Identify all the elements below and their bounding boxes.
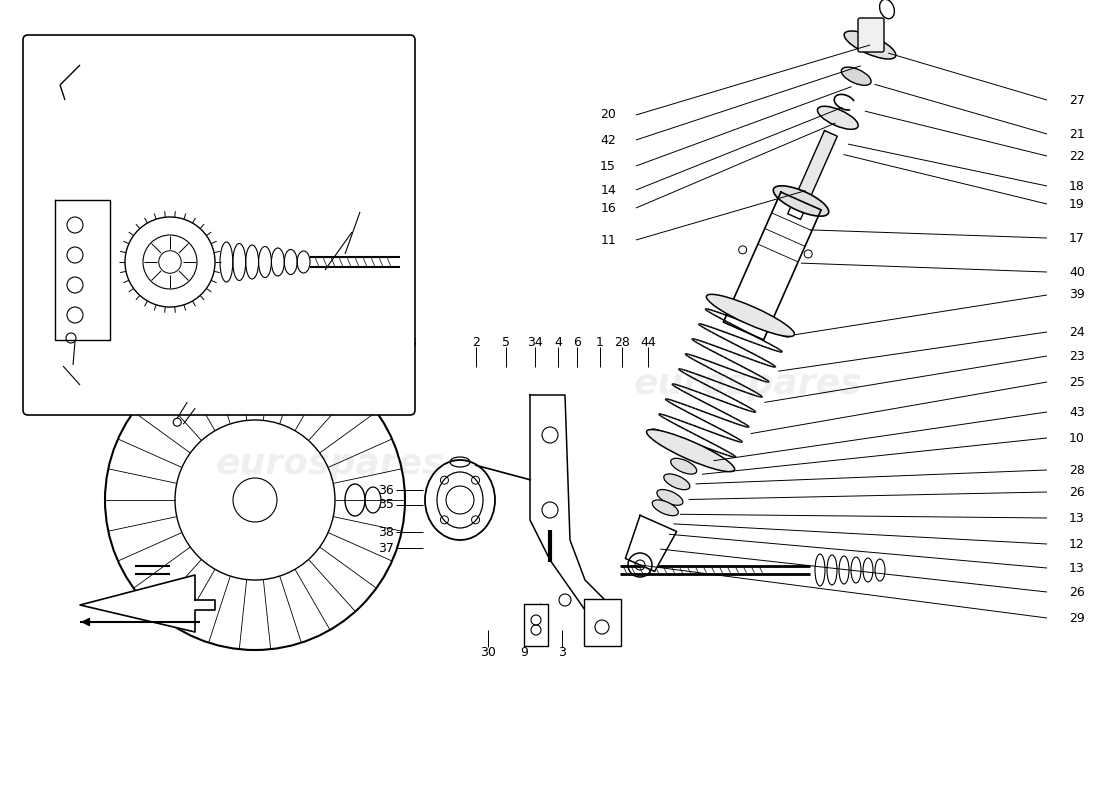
Text: 15: 15 (601, 159, 616, 173)
Text: 27: 27 (1069, 94, 1085, 106)
Text: 43: 43 (1069, 406, 1085, 418)
Text: 26: 26 (1069, 486, 1085, 498)
Ellipse shape (842, 67, 871, 86)
FancyBboxPatch shape (524, 604, 548, 646)
Polygon shape (55, 200, 110, 340)
Text: 13: 13 (1069, 511, 1085, 525)
Text: 2: 2 (472, 335, 480, 349)
Text: 18: 18 (1069, 179, 1085, 193)
Text: 30: 30 (69, 386, 85, 398)
Text: 21: 21 (1069, 127, 1085, 141)
Text: 19: 19 (1069, 198, 1085, 210)
Text: 37: 37 (378, 542, 394, 554)
Ellipse shape (817, 106, 858, 130)
Polygon shape (530, 395, 620, 630)
Text: 33: 33 (108, 335, 124, 349)
Text: 34: 34 (527, 335, 543, 349)
Text: 23: 23 (1069, 350, 1085, 362)
Text: 35: 35 (378, 498, 394, 511)
Text: 31: 31 (302, 335, 318, 349)
Text: 32: 32 (90, 335, 106, 349)
Text: 10: 10 (1069, 431, 1085, 445)
FancyBboxPatch shape (23, 35, 415, 415)
Text: 26: 26 (1069, 586, 1085, 598)
Text: 40: 40 (1069, 266, 1085, 278)
Text: 3: 3 (558, 646, 565, 658)
Text: Old solution: Old solution (164, 398, 266, 414)
Text: 42: 42 (601, 134, 616, 146)
Text: 28: 28 (614, 335, 630, 349)
Text: 12: 12 (1069, 538, 1085, 550)
Text: 44: 44 (640, 335, 656, 349)
Text: 4: 4 (554, 335, 562, 349)
Text: 8: 8 (408, 335, 416, 349)
FancyBboxPatch shape (858, 18, 884, 52)
Text: 14: 14 (601, 183, 616, 197)
Ellipse shape (647, 430, 735, 472)
Text: eurospares: eurospares (634, 367, 862, 401)
Ellipse shape (671, 458, 696, 474)
Polygon shape (626, 515, 676, 571)
Text: 45: 45 (532, 618, 548, 631)
Text: 25: 25 (1069, 375, 1085, 389)
Polygon shape (724, 192, 821, 340)
Text: 29: 29 (1069, 611, 1085, 625)
Ellipse shape (663, 474, 690, 490)
Text: 36: 36 (378, 483, 394, 497)
Text: Soluzione superata: Soluzione superata (132, 381, 297, 395)
Ellipse shape (657, 490, 683, 506)
Ellipse shape (706, 294, 794, 337)
Text: 7: 7 (386, 335, 394, 349)
Text: 41: 41 (368, 198, 384, 211)
Text: 13: 13 (1069, 562, 1085, 574)
Text: 24: 24 (1069, 326, 1085, 338)
Text: 22: 22 (1069, 150, 1085, 162)
Ellipse shape (773, 186, 828, 216)
Text: 17: 17 (1069, 231, 1085, 245)
Text: 38: 38 (378, 526, 394, 538)
Text: 5: 5 (502, 335, 510, 349)
Text: 29: 29 (358, 222, 374, 235)
Text: 30: 30 (480, 646, 496, 658)
Ellipse shape (844, 31, 895, 59)
Circle shape (739, 246, 747, 254)
Text: 1: 1 (596, 335, 604, 349)
Ellipse shape (652, 500, 679, 516)
Text: eurospares: eurospares (216, 447, 444, 481)
Text: 39: 39 (1069, 289, 1085, 302)
Text: 11: 11 (601, 234, 616, 246)
Polygon shape (788, 130, 837, 219)
Text: 9: 9 (520, 646, 528, 658)
Text: 6: 6 (573, 335, 581, 349)
Text: 20: 20 (601, 109, 616, 122)
Circle shape (804, 250, 812, 258)
Text: 28: 28 (1069, 463, 1085, 477)
FancyBboxPatch shape (584, 599, 621, 646)
Polygon shape (80, 575, 214, 632)
Circle shape (173, 418, 182, 426)
Text: 16: 16 (601, 202, 616, 214)
